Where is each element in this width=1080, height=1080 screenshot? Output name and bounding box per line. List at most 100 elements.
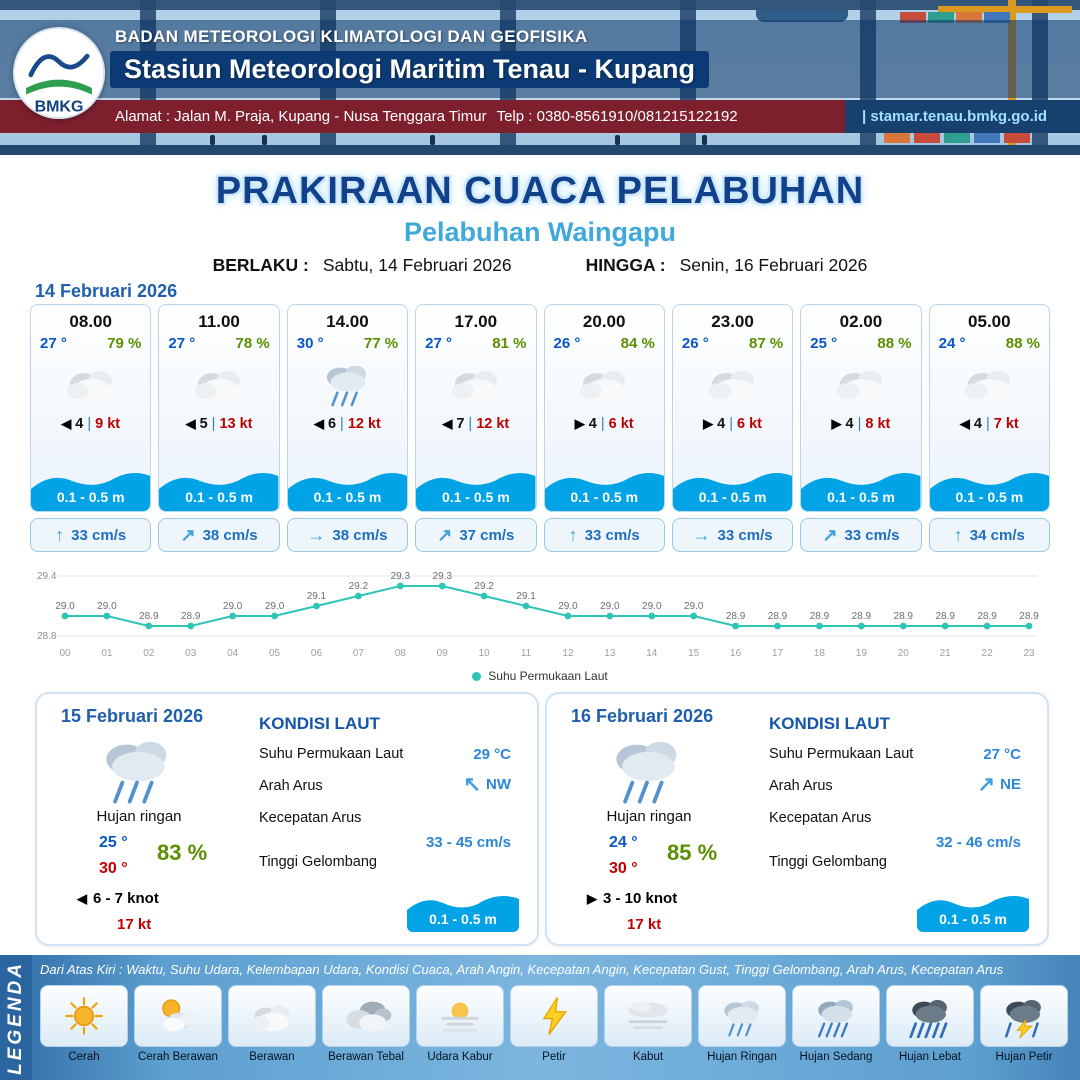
wind-gust: 13 kt [219, 416, 253, 432]
wind-speed: 7 [456, 416, 465, 432]
container-box [984, 12, 1010, 23]
svg-text:19: 19 [856, 648, 868, 659]
legend-note: Dari Atas Kiri : Waktu, Suhu Udara, Kele… [40, 962, 1004, 977]
legend-item: Hujan Lebat [886, 985, 974, 1063]
forecast-card: 05.00 24 ° 88 % ◀ 4 | 7 kt 0.1 - 0.5 m [928, 304, 1050, 512]
legend-weather-icon [604, 985, 692, 1047]
address-bar: Alamat : Jalan M. Praja, Kupang - Nusa T… [0, 100, 1080, 133]
legend-item: Hujan Sedang [792, 985, 880, 1063]
current-speed: 34 cm/s [969, 526, 1025, 544]
current-speed-label: Kecepatan Arus [259, 810, 362, 826]
svg-text:28.9: 28.9 [852, 611, 872, 622]
validity-row: BERLAKU : Sabtu, 14 Februari 2026 HINGGA… [0, 255, 1080, 276]
container-box [1004, 132, 1030, 143]
wind-row: ▶ 3 - 10 knot [587, 890, 677, 907]
legend-item-label: Cerah Berawan [138, 1051, 218, 1063]
wind-speed: 5 [199, 416, 208, 432]
svg-text:28.9: 28.9 [139, 611, 159, 622]
humidity: 77 % [363, 335, 399, 352]
current-direction-icon: ↗ [180, 524, 196, 545]
forecast-time: 11.00 [198, 312, 240, 331]
temp-humidity-row: 27 ° 78 % [159, 332, 278, 352]
current-direction-label: Arah Arus [769, 778, 833, 794]
person-silhouette [702, 135, 707, 145]
current-speed-box: ↗ 37 cm/s [415, 518, 537, 552]
legend-item-label: Hujan Petir [995, 1051, 1053, 1063]
current-direction-value: ↗ NE [978, 772, 1021, 797]
legend-weather-icon [416, 985, 504, 1047]
humidity: 83 % [157, 840, 208, 865]
wind-gust: 7 kt [993, 416, 1019, 432]
wind-direction-icon: ◀ [959, 416, 970, 431]
svg-text:29.0: 29.0 [600, 601, 620, 612]
legend-item-label: Udara Kabur [427, 1051, 493, 1063]
temp-humidity-row: 27 ° 79 % [31, 332, 150, 352]
wind-speed: 4 [845, 416, 854, 432]
legend-item-label: Kabut [632, 1051, 664, 1063]
svg-text:28.9: 28.9 [768, 611, 788, 622]
weather-icon [87, 730, 187, 806]
wind-direction-icon: ▶ [703, 416, 714, 431]
wind-speed: 4 [717, 416, 726, 432]
temp-max: 30 ° [99, 860, 128, 877]
separator: | [857, 416, 862, 432]
svg-text:28.9: 28.9 [894, 611, 914, 622]
air-temperature: 27 ° [425, 335, 452, 352]
legend-item: Cerah Berawan [134, 985, 222, 1063]
forecast-cell: 08.00 27 ° 79 % ◀ 4 | 9 kt 0.1 - 0.5 m [30, 304, 152, 552]
sst-chart: 29.4 28.8 29.0 00 29.0 01 28.9 02 28.9 03 29.0 04 29… [35, 560, 1045, 683]
daily-panel-16feb: 16 Februari 2026 Hujan ringan 24 ° 30 ° … [545, 692, 1049, 946]
temp-humidity-row: 26 ° 87 % [673, 332, 792, 352]
separator: | [600, 416, 605, 432]
current-speed-box: → 33 cm/s [671, 518, 794, 552]
header-banner: Alamat : Jalan M. Praja, Kupang - Nusa T… [0, 0, 1080, 155]
svg-text:29.2: 29.2 [474, 581, 494, 592]
wind-speed: 6 [327, 416, 337, 432]
dock-strip [0, 145, 1080, 155]
forecast-date: 14 Februari 2026 [35, 281, 178, 301]
wave-height-band: 0.1 - 0.5 m [544, 459, 664, 511]
wave-height: 0.1 - 0.5 m [313, 489, 382, 505]
forecast-cards-row: 08.00 27 ° 79 % ◀ 4 | 9 kt 0.1 - 0.5 m [30, 304, 1050, 552]
daily-panel-15feb: 15 Februari 2026 Hujan ringan 25 ° 30 ° … [35, 692, 539, 946]
current-speed-box: ↑ 33 cm/s [30, 518, 152, 552]
legend-items-row: Cerah Cerah Berawan Berawan Berawan Teba… [40, 985, 1068, 1063]
legend-section: LEGENDA Dari Atas Kiri : Waktu, Suhu Uda… [0, 955, 1080, 1080]
wind-speed: 3 - 10 knot [603, 890, 678, 907]
phone-text: Telp : 0380-8561910/081215122192 [496, 108, 738, 125]
window-frame-beam [0, 0, 1080, 10]
wave-height-band: 0.1 - 0.5 m [672, 459, 793, 511]
agency-name: BADAN METEOROLOGI KLIMATOLOGI DAN GEOFIS… [115, 27, 588, 46]
person-silhouette [210, 135, 215, 145]
legend-weather-icon [322, 985, 410, 1047]
forecast-cell: 17.00 27 ° 81 % ◀ 7 | 12 kt 0.1 - 0.5 m [415, 304, 537, 552]
person-silhouette [615, 135, 620, 145]
svg-text:29.3: 29.3 [391, 571, 411, 582]
forecast-time: 20.00 [582, 312, 626, 331]
separator: | [985, 416, 990, 432]
humidity: 81 % [492, 335, 527, 352]
station-name: Stasiun Meteorologi Maritim Tenau - Kupa… [110, 51, 710, 88]
legend-item: Berawan [228, 985, 316, 1063]
current-speed: 33 cm/s [584, 526, 640, 544]
valid-until-label: HINGGA : [585, 255, 666, 275]
wave-height-band: 0.1 - 0.5 m [159, 459, 279, 511]
temp-min: 24 ° [609, 834, 638, 851]
current-direction-icon: ↑ [568, 524, 578, 545]
container-box [928, 12, 954, 23]
legend-item: Kabut [604, 985, 692, 1063]
port-name: Pelabuhan Waingapu [403, 217, 677, 247]
legend-item-label: Hujan Lebat [898, 1051, 962, 1063]
svg-text:13: 13 [604, 648, 616, 659]
legend-weather-icon [510, 985, 598, 1047]
humidity: 88 % [1005, 335, 1040, 352]
wind-direction-icon: ▶ [831, 416, 842, 431]
wave-height: 0.1 - 0.5 m [56, 489, 125, 505]
svg-text:20: 20 [898, 648, 910, 659]
current-speed: 32 - 46 cm/s [935, 834, 1021, 851]
legend-weather-icon [886, 985, 974, 1047]
temp-humidity-row: 25 ° 88 % [801, 332, 920, 352]
svg-text:06: 06 [311, 648, 323, 659]
temp-humidity-row: 30 ° 77 % [288, 332, 407, 352]
